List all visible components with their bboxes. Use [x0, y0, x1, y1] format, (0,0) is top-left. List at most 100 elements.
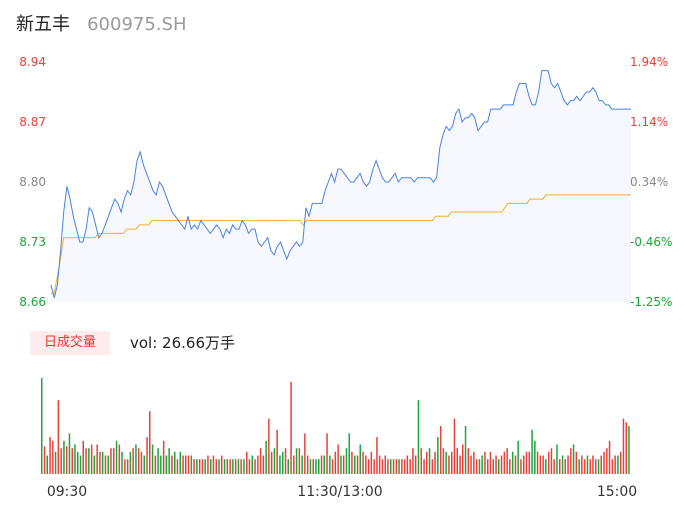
- volume-bar: [489, 451, 492, 474]
- volume-bar: [60, 448, 62, 474]
- volume-bar: [459, 455, 461, 474]
- volume-bar: [104, 455, 107, 474]
- volume-bar: [268, 418, 270, 474]
- volume-bar: [93, 455, 96, 474]
- volume-bar: [107, 455, 109, 474]
- volume-bar: [284, 448, 287, 474]
- volume-bar: [617, 455, 619, 474]
- volume-bar: [606, 448, 608, 474]
- price-tick-label: 8.80: [19, 175, 46, 189]
- volume-bar: [151, 444, 154, 474]
- volume-bar: [520, 459, 522, 474]
- volume-bar: [193, 459, 195, 474]
- volume-bar: [77, 451, 79, 474]
- volume-bar: [342, 455, 345, 474]
- volume-bar: [340, 455, 342, 474]
- volume-bar: [270, 451, 273, 474]
- volume-bar: [437, 437, 439, 474]
- volume-bar: [232, 459, 234, 474]
- volume-bar: [473, 451, 475, 474]
- volume-bar: [475, 459, 478, 474]
- volume-bar: [492, 459, 494, 474]
- volume-bar: [381, 459, 384, 474]
- volume-bar: [329, 455, 331, 474]
- volume-bar: [401, 459, 403, 474]
- volume-bar: [561, 455, 564, 474]
- volume-bar: [367, 459, 370, 474]
- volume-bar: [124, 459, 126, 474]
- volume-bar: [484, 451, 486, 474]
- volume-bar: [348, 433, 350, 474]
- volume-bar: [174, 451, 176, 474]
- stock-code: 600975.SH: [87, 14, 187, 35]
- volume-bar: [547, 451, 550, 474]
- volume-bar: [90, 444, 93, 474]
- volume-bar: [567, 455, 569, 474]
- volume-bar: [625, 422, 627, 474]
- volume-bar: [434, 451, 436, 474]
- volume-bar: [52, 440, 54, 474]
- volume-bar: [514, 455, 517, 474]
- volume-tab[interactable]: 日成交量: [30, 331, 110, 355]
- volume-bar: [553, 459, 555, 474]
- volume-bar: [229, 459, 231, 474]
- volume-bar: [79, 455, 82, 474]
- volume-bar: [265, 440, 267, 474]
- volume-bar: [273, 448, 276, 474]
- volume-bar: [595, 459, 597, 474]
- volume-bar: [88, 448, 90, 474]
- volume-bar: [525, 451, 528, 474]
- volume-bar: [223, 459, 226, 474]
- volume-bar: [362, 451, 364, 474]
- volume-bar: [207, 455, 209, 474]
- volume-bar: [531, 429, 533, 474]
- volume-bar: [115, 440, 118, 474]
- volume-bar: [392, 459, 395, 474]
- volume-bar: [179, 451, 181, 474]
- volume-bar: [82, 440, 84, 474]
- stock-name: 新五丰: [16, 14, 70, 35]
- volume-bar: [487, 459, 489, 474]
- volume-bar: [406, 455, 409, 474]
- time-tick-label: 15:00: [597, 484, 637, 500]
- percent-tick-label: 0.34%: [630, 175, 668, 189]
- volume-bar: [423, 459, 425, 474]
- volume-bar: [43, 446, 46, 474]
- volume-bar: [254, 459, 256, 474]
- volume-bar: [390, 459, 392, 474]
- volume-bar: [168, 448, 170, 474]
- volume-bar: [431, 459, 434, 474]
- volume-bar: [370, 451, 373, 474]
- volume-bar: [614, 455, 616, 474]
- volume-bar: [126, 459, 129, 474]
- volume-bar: [539, 455, 542, 474]
- volume-bar: [146, 437, 148, 474]
- volume-bar: [309, 459, 312, 474]
- volume-bar: [240, 459, 242, 474]
- volume-bar: [187, 455, 190, 474]
- volume-bar: [262, 455, 265, 474]
- volume-bar: [204, 459, 206, 474]
- volume-bar: [376, 437, 378, 474]
- volume-bar: [500, 455, 503, 474]
- volume-bar: [420, 448, 422, 474]
- price-tick-label: 8.87: [19, 115, 46, 129]
- volume-bar: [290, 381, 292, 474]
- percent-tick-label: -0.46%: [630, 235, 672, 249]
- volume-bar: [287, 459, 289, 474]
- volume-bar: [451, 451, 453, 474]
- volume-bar: [351, 451, 353, 474]
- volume-bar: [323, 455, 325, 474]
- price-tick-label: 8.66: [19, 295, 46, 309]
- volume-bar: [210, 459, 212, 474]
- volume-bar: [304, 433, 306, 474]
- volume-bars: [41, 378, 630, 474]
- volume-bar: [387, 459, 389, 474]
- volume-bar: [149, 411, 151, 474]
- volume-bar: [212, 455, 215, 474]
- volume-bar: [113, 448, 115, 474]
- volume-bar: [464, 426, 467, 474]
- volume-bar: [378, 455, 381, 474]
- volume-bar: [608, 440, 611, 474]
- price-area: [51, 70, 631, 302]
